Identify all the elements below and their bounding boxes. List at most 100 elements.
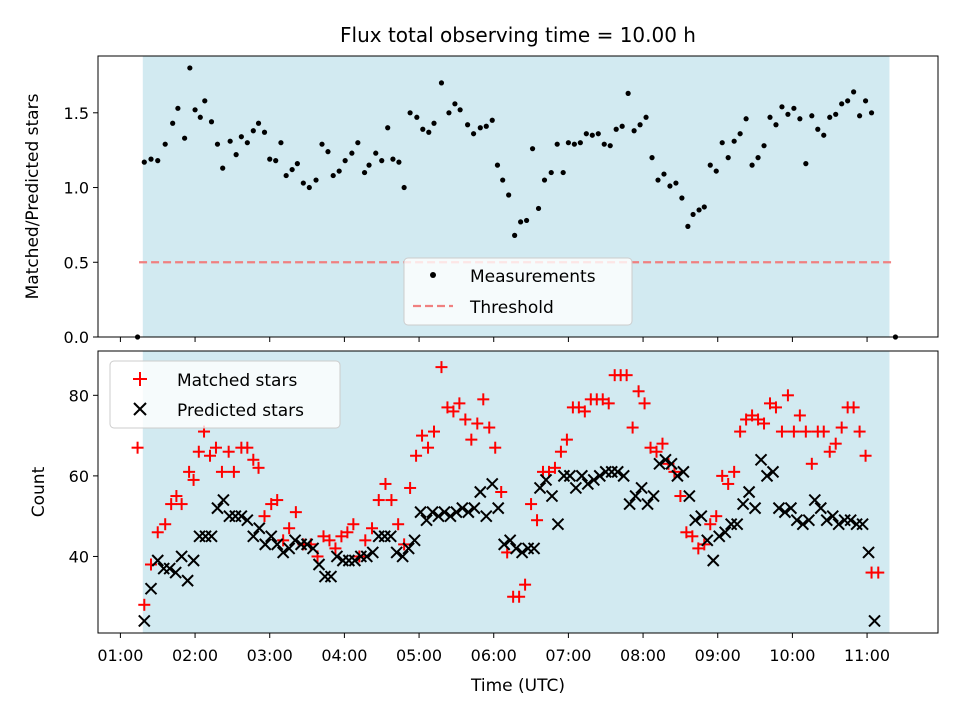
bottom-x-ticks: 01:00 02:00 03:00 04:00 05:00 06:00 07:00 08:00… [97,633,890,665]
measurement-point [390,156,396,162]
matched-star-point [385,494,398,507]
predicted-star-point [575,469,589,483]
predicted-star-point [306,542,320,555]
matched-star-point [489,441,502,454]
predicted-star-point [169,566,182,579]
bottom-legend-box [109,360,341,429]
measurement-point [366,162,372,168]
measurement-point [361,169,368,176]
matched-star-point [477,393,490,406]
matched-star-point [204,449,216,462]
matched-star-point [252,461,265,474]
measurement-point [643,114,649,120]
measurement-point [278,140,284,146]
measurement-point [707,162,713,168]
measurement-point [313,177,319,183]
measurement-point [426,129,432,135]
matched-star-point [775,425,788,438]
predicted-star-point [665,457,678,471]
measurement-point [685,223,691,229]
matched-star-point [823,445,836,458]
measurement-point [420,126,426,132]
measurement-point [289,166,295,173]
predicted-star-point [713,530,726,543]
measurement-point [625,90,631,96]
predicted-star-point [856,518,869,531]
predicted-star-point [253,522,266,535]
top-y-tick-label: 0.5 [64,253,89,272]
matched-star-point [686,530,699,543]
predicted-star-point [611,465,624,479]
measurement-point [631,128,637,134]
measurement-point [595,131,601,137]
measurement-point [797,116,803,122]
predicted-star-point [211,501,224,515]
measurement-point [233,152,239,158]
measurement-point [749,162,755,168]
matched-star-point [465,433,478,446]
predicted-star-point [348,554,362,567]
matched-star-point [175,498,188,511]
measurement-point [294,161,300,167]
matched-star-point [513,590,526,603]
measurement-point [737,131,743,137]
measurement-point [696,207,702,213]
measurement-point [713,168,719,174]
matched-star-point [165,498,178,511]
measurement-point [803,161,809,167]
matched-star-point [781,389,794,402]
x-tick-label: 06:00 [471,646,517,665]
x-tick-label: 09:00 [695,646,741,665]
predicted-star-point [641,497,654,511]
predicted-star-point [790,513,804,527]
predicted-star-point [259,538,272,551]
x-tick-label: 01:00 [97,646,143,665]
matched-star-point [392,518,405,531]
measurement-point [701,204,707,210]
measurement-point [868,110,875,116]
predicted-star-point [772,501,786,515]
predicted-star-point [533,481,547,495]
x-tick-label: 02:00 [172,646,218,665]
matched-star-point [277,534,290,547]
matched-star-point [704,518,717,531]
measurement-point [227,138,233,144]
measurement-point [336,168,342,174]
measurement-point [438,80,445,86]
predicted-star-point [426,505,439,519]
predicted-star-point [539,473,553,487]
predicted-star-point [270,538,284,551]
predicted-star-point [617,469,630,483]
matched-star-point [192,445,205,458]
measurement-point [857,113,863,119]
predicted-star-point [701,534,714,547]
legend-predicted-marker [133,402,147,416]
matched-star-point [435,361,448,374]
matched-star-point [734,425,747,438]
matched-star-point [805,457,818,470]
predicted-star-point [217,493,230,507]
matched-star-points [131,361,885,611]
measurement-point [349,150,355,156]
measurement-point [613,126,619,132]
matched-star-point [289,506,302,519]
predicted-star-point [808,493,822,507]
predicted-star-point [468,501,481,515]
measurement-point [202,98,208,104]
predicted-star-point [241,513,254,527]
matched-star-point [769,401,782,414]
legend-measurements-marker [430,272,436,278]
matched-star-point [519,578,532,591]
matched-star-point [222,445,235,458]
measurement-point [649,155,655,161]
measurement-point [785,111,791,117]
predicted-star-point [474,485,487,499]
predicted-star-point [760,469,774,483]
predicted-star-point [324,570,338,583]
matched-star-point [853,425,866,438]
matched-star-point [578,405,591,418]
predicted-star-point [671,469,684,483]
predicted-star-point [551,518,565,531]
matched-star-point [428,425,440,438]
